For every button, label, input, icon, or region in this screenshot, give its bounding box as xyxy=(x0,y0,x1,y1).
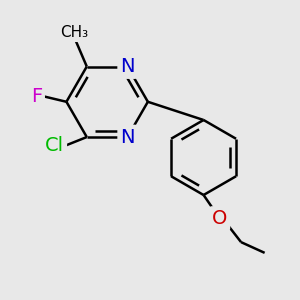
Text: N: N xyxy=(120,57,135,76)
Text: N: N xyxy=(120,128,135,146)
Text: CH₃: CH₃ xyxy=(60,25,88,40)
Text: O: O xyxy=(212,209,227,228)
Text: Cl: Cl xyxy=(45,136,64,155)
Text: F: F xyxy=(31,87,42,106)
